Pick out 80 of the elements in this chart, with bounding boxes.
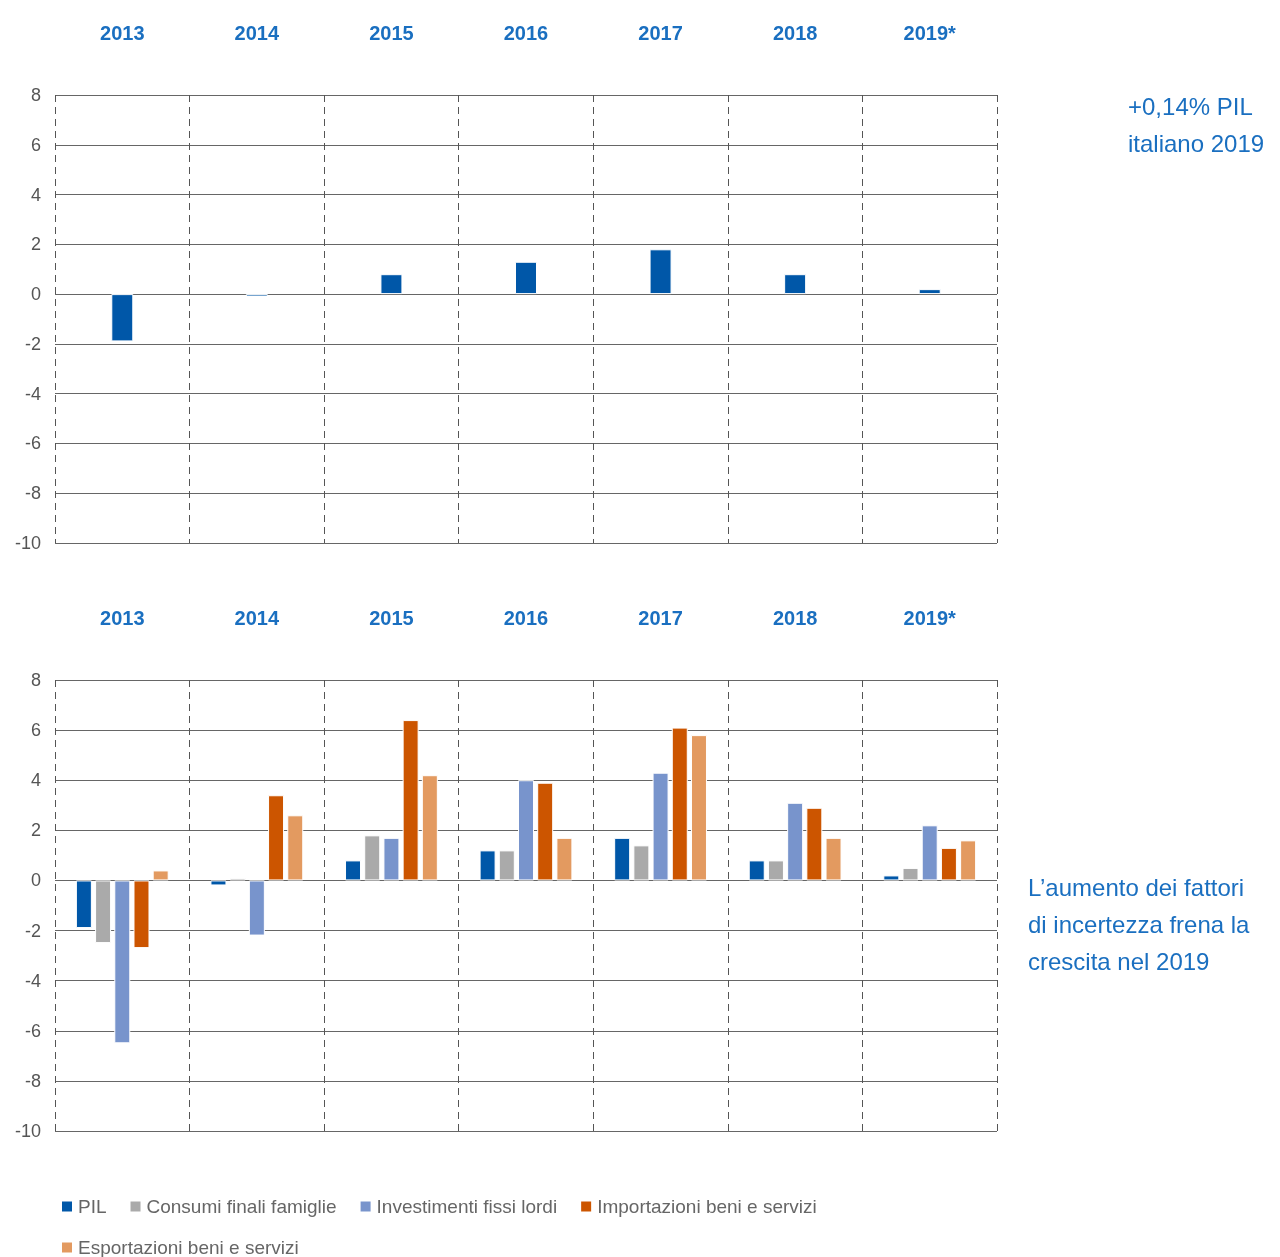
bar xyxy=(421,775,438,881)
legend-label: Investimenti fissi lordi xyxy=(376,1196,558,1217)
x-tick-label: 2018 xyxy=(772,607,818,629)
bar xyxy=(287,815,304,881)
bar xyxy=(383,837,400,881)
y-tick-label: 8 xyxy=(30,670,41,690)
bar xyxy=(402,720,419,881)
bar xyxy=(248,880,265,936)
x-tick-label: 2016 xyxy=(503,607,549,629)
bar xyxy=(806,807,823,881)
bar xyxy=(75,880,92,929)
bar xyxy=(114,880,131,1044)
bar xyxy=(921,825,938,881)
y-tick-label: 4 xyxy=(30,184,41,205)
y-tick-label: -8 xyxy=(24,483,41,504)
y-tick-label: -6 xyxy=(24,1020,41,1041)
bar xyxy=(614,837,631,881)
x-tick-label: 2013 xyxy=(100,607,145,629)
bar xyxy=(671,727,688,881)
x-tick-label: 2014 xyxy=(234,22,280,44)
y-tick-label: 0 xyxy=(30,870,41,891)
bar xyxy=(652,772,669,881)
bar xyxy=(825,837,842,881)
text: L’aumento dei fattori di incertezza frena la crescita nel 2019 xyxy=(1028,874,1257,975)
y-tick-label: 0 xyxy=(30,284,41,305)
bar xyxy=(537,782,554,881)
x-tick-label: 2018 xyxy=(772,22,818,44)
y-tick-label: -4 xyxy=(24,383,41,404)
x-tick-label: 2019* xyxy=(903,607,957,629)
bar xyxy=(133,880,150,949)
y-tick-label: -10 xyxy=(14,1121,41,1141)
bar xyxy=(210,880,227,886)
x-tick-label: 2015 xyxy=(369,22,414,44)
legend-label: Importazioni beni e servizi xyxy=(597,1196,817,1217)
x-tick-label: 2016 xyxy=(503,22,549,44)
bar xyxy=(380,274,403,295)
bar xyxy=(960,840,977,881)
y-tick-label: 6 xyxy=(30,134,41,155)
y-tick-label: 2 xyxy=(30,234,41,255)
text: +0,14% PIL italiano 2019 xyxy=(1128,93,1265,157)
x-tick-label: 2014 xyxy=(234,607,280,629)
bar xyxy=(345,860,362,881)
y-tick-label: -10 xyxy=(14,533,41,553)
legend-label: PIL xyxy=(78,1196,107,1217)
bar xyxy=(515,261,537,295)
bar xyxy=(649,249,672,295)
y-tick-label: -8 xyxy=(24,1070,41,1091)
bar xyxy=(95,880,112,944)
x-tick-label: 2017 xyxy=(638,22,683,44)
bar xyxy=(152,870,169,881)
bar xyxy=(918,289,941,295)
bar xyxy=(767,860,784,881)
bar xyxy=(748,860,765,881)
y-tick-label: -4 xyxy=(24,970,41,991)
bar xyxy=(111,294,134,342)
x-tick-label: 2019* xyxy=(903,22,957,44)
y-tick-label: 4 xyxy=(30,770,41,791)
bar xyxy=(498,850,515,881)
bar xyxy=(784,274,807,295)
y-tick-label: -6 xyxy=(24,433,41,454)
bar xyxy=(364,835,381,881)
y-tick-label: 6 xyxy=(30,720,41,741)
bar xyxy=(479,850,496,881)
bar xyxy=(268,795,285,881)
bar xyxy=(690,735,707,881)
bar xyxy=(556,837,573,881)
y-tick-label: -2 xyxy=(24,333,41,354)
y-tick-label: -2 xyxy=(24,920,41,941)
bar xyxy=(633,845,650,881)
x-tick-label: 2013 xyxy=(100,22,145,44)
bar xyxy=(902,867,919,881)
legend-label: Consumi finali famiglie xyxy=(146,1196,337,1217)
bar xyxy=(518,780,534,881)
x-tick-label: 2015 xyxy=(369,607,414,629)
bar xyxy=(883,875,900,881)
bar xyxy=(787,802,804,881)
x-tick-label: 2017 xyxy=(638,607,683,629)
y-tick-label: 2 xyxy=(30,820,41,841)
y-tick-label: 8 xyxy=(30,85,41,105)
bar xyxy=(940,847,957,881)
